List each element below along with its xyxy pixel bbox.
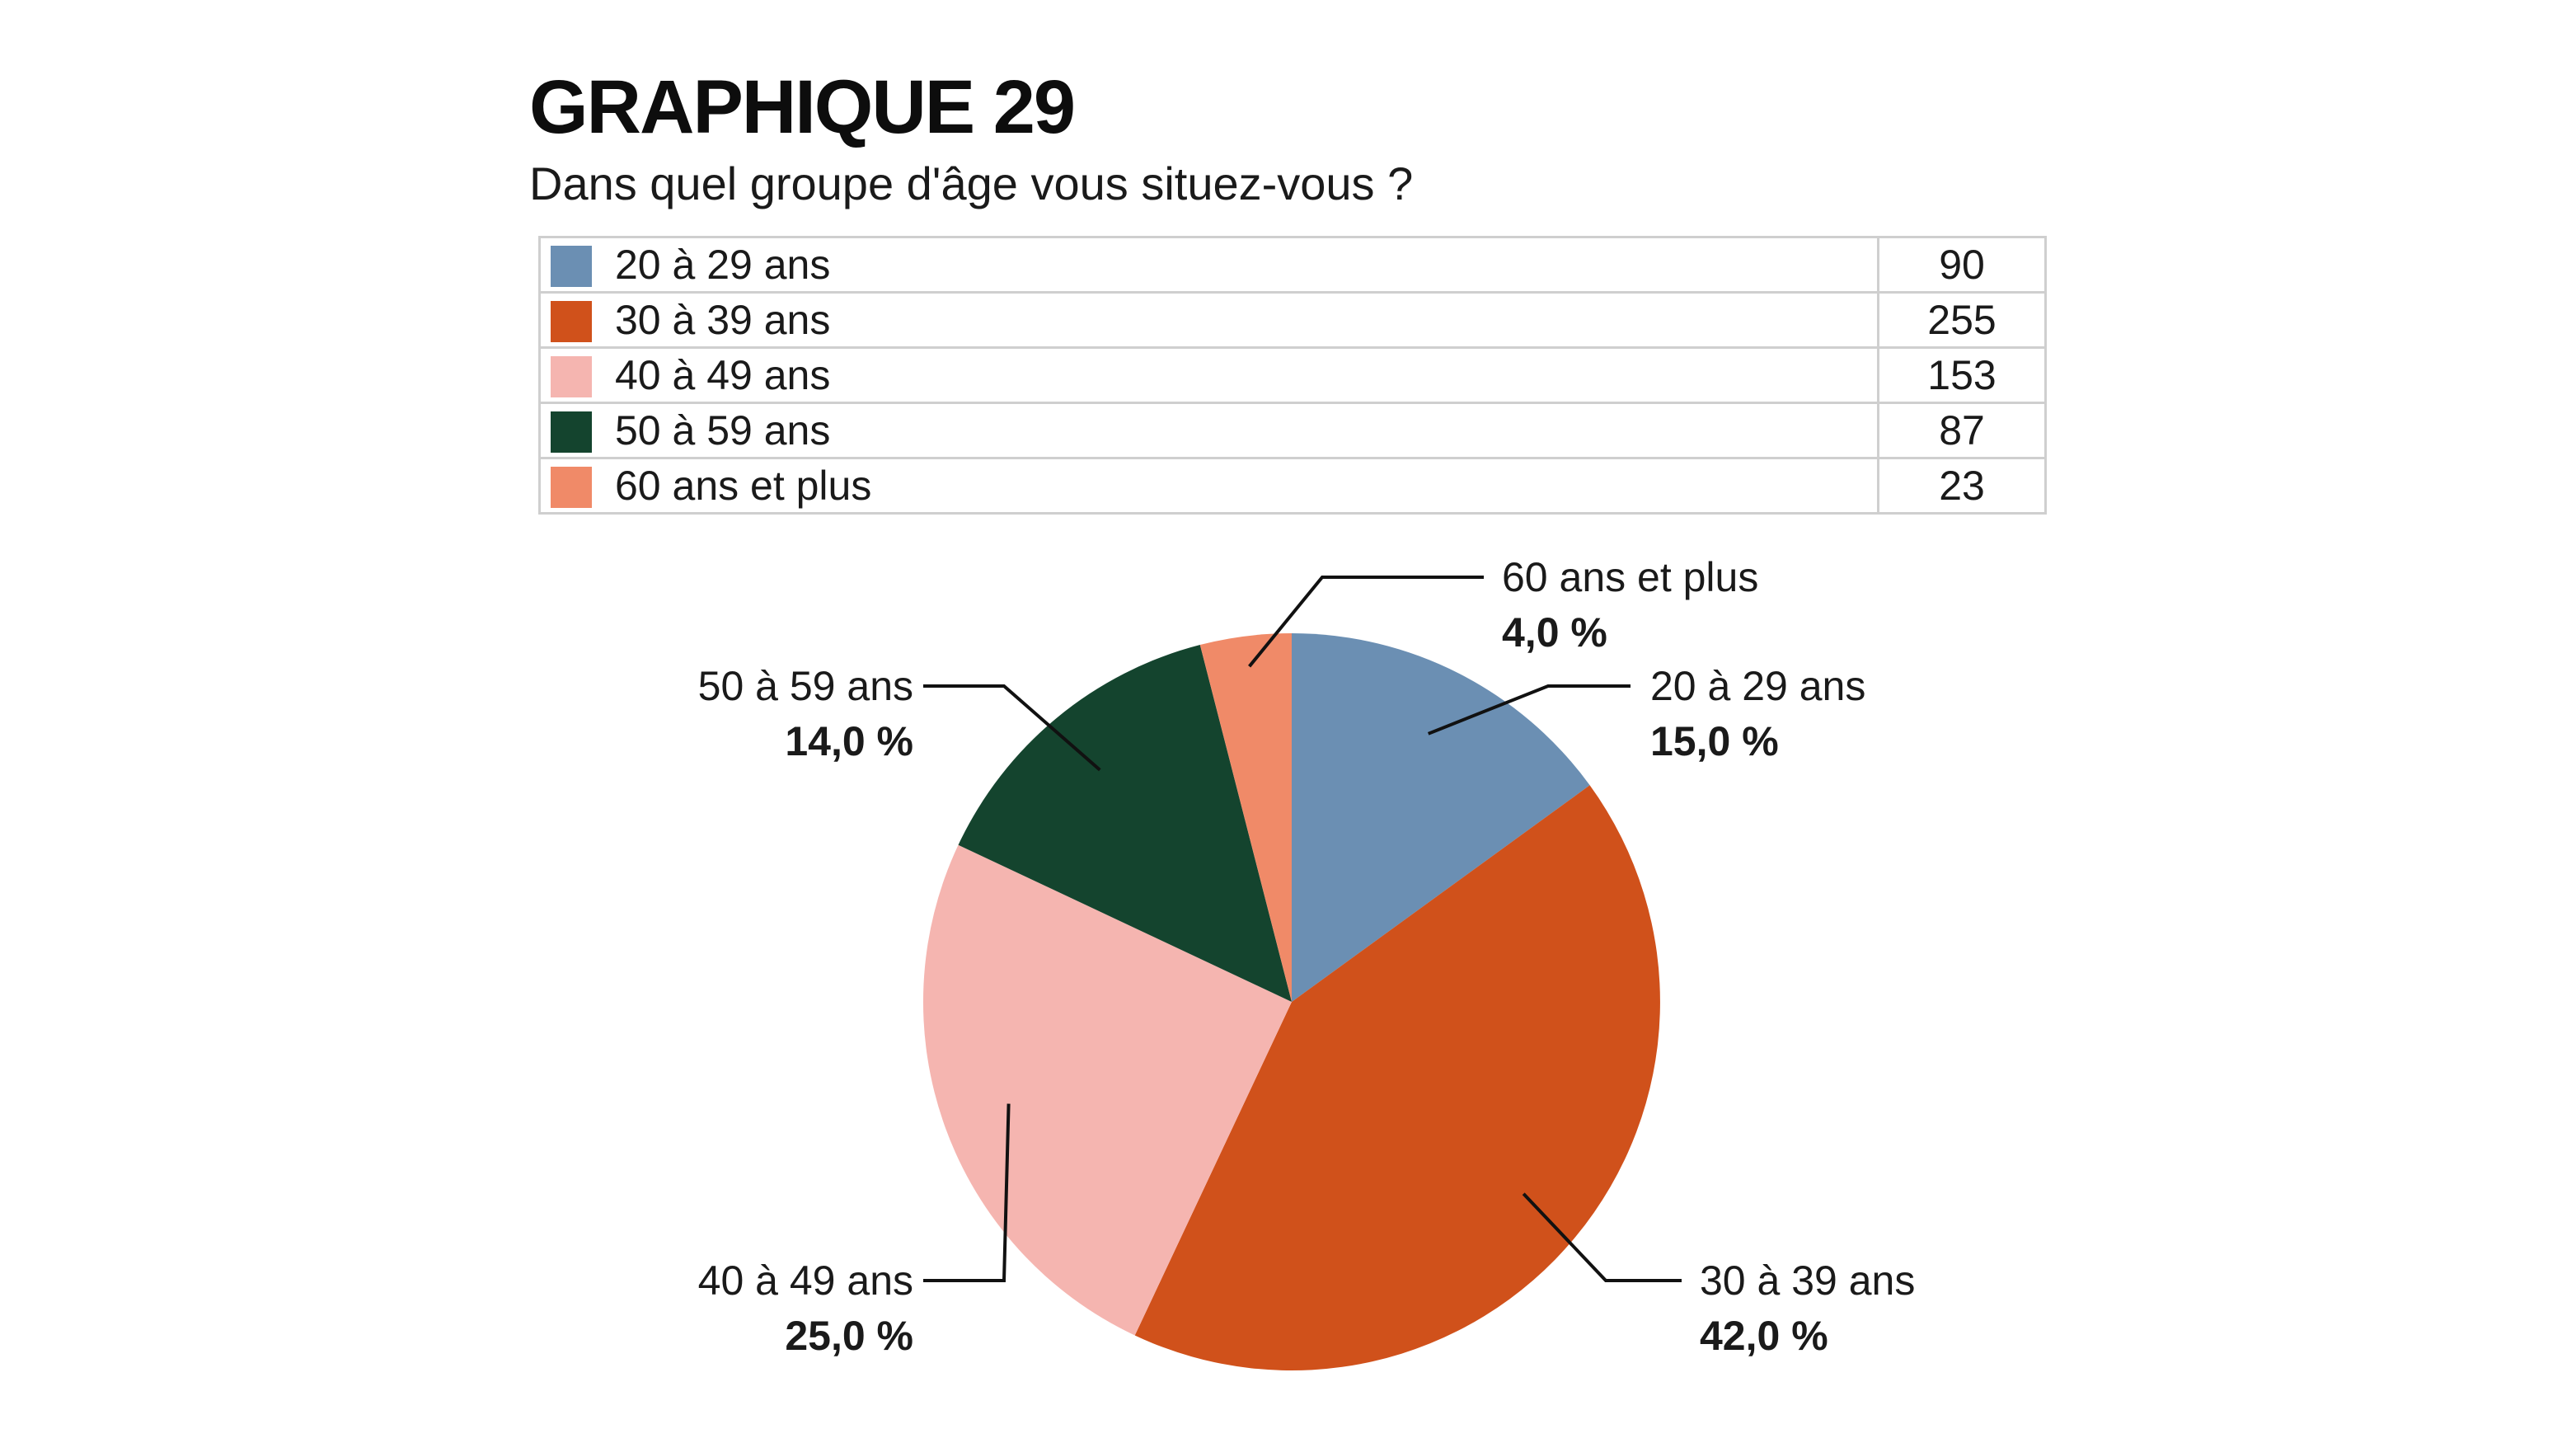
legend-count: 87 <box>1877 402 2047 459</box>
legend-swatch <box>551 411 592 453</box>
leader-line <box>1427 684 1631 736</box>
legend-label-text: 20 à 29 ans <box>615 242 831 288</box>
pie-slice <box>1292 633 1590 1002</box>
legend-label: 60 ans et plus <box>538 457 1879 515</box>
legend-swatch <box>551 301 592 342</box>
slice-percent-label: 14,0 % <box>785 718 913 764</box>
chart-title: GRAPHIQUE 29 <box>529 65 1076 149</box>
slice-percent-label: 15,0 % <box>1650 718 1779 764</box>
legend-label-text: 50 à 59 ans <box>615 407 831 454</box>
leader-line <box>923 684 1101 772</box>
slice-label: 40 à 49 ans <box>698 1257 913 1304</box>
slice-label: 20 à 29 ans <box>1650 663 1865 709</box>
legend-label-text: 40 à 49 ans <box>615 352 831 398</box>
slice-percent-label: 42,0 % <box>1700 1313 1828 1359</box>
legend-label: 40 à 49 ans <box>538 346 1879 404</box>
leader-line <box>1522 1192 1682 1282</box>
slice-percent-label: 4,0 % <box>1502 609 1607 656</box>
legend-label: 50 à 59 ans <box>538 402 1879 459</box>
pie-slice <box>1134 785 1660 1371</box>
legend-label: 20 à 29 ans <box>538 236 1879 294</box>
slice-percent-label: 25,0 % <box>785 1313 913 1359</box>
legend-count: 153 <box>1877 346 2047 404</box>
slice-label: 50 à 59 ans <box>698 663 913 709</box>
leader-line <box>923 1103 1011 1282</box>
pie-slice <box>1199 632 1292 1002</box>
slice-label: 30 à 39 ans <box>1700 1257 1915 1304</box>
legend-swatch <box>551 246 592 287</box>
pie-slice <box>922 844 1292 1336</box>
legend-label-text: 30 à 39 ans <box>615 297 831 343</box>
legend-row: 20 à 29 ans 90 <box>538 236 2047 294</box>
legend-swatch <box>551 356 592 397</box>
legend-table: 20 à 29 ans 90 30 à 39 ans 255 40 à 49 ans 15… <box>538 236 2047 515</box>
slice-label: 60 ans et plus <box>1502 554 1758 600</box>
legend-count: 23 <box>1877 457 2047 515</box>
legend-count: 255 <box>1877 291 2047 349</box>
leader-line <box>1248 576 1484 668</box>
legend-row: 60 ans et plus 23 <box>538 457 2047 515</box>
chart-subtitle: Dans quel groupe d'âge vous situez-vous … <box>529 157 1414 209</box>
legend-swatch <box>551 467 592 508</box>
legend-label: 30 à 39 ans <box>538 291 1879 349</box>
legend-row: 40 à 49 ans 153 <box>538 346 2047 404</box>
legend-count: 90 <box>1877 236 2047 294</box>
legend-row: 50 à 59 ans 87 <box>538 402 2047 459</box>
legend-row: 30 à 39 ans 255 <box>538 291 2047 349</box>
legend-label-text: 60 ans et plus <box>615 463 872 509</box>
pie-slice <box>958 645 1292 1002</box>
